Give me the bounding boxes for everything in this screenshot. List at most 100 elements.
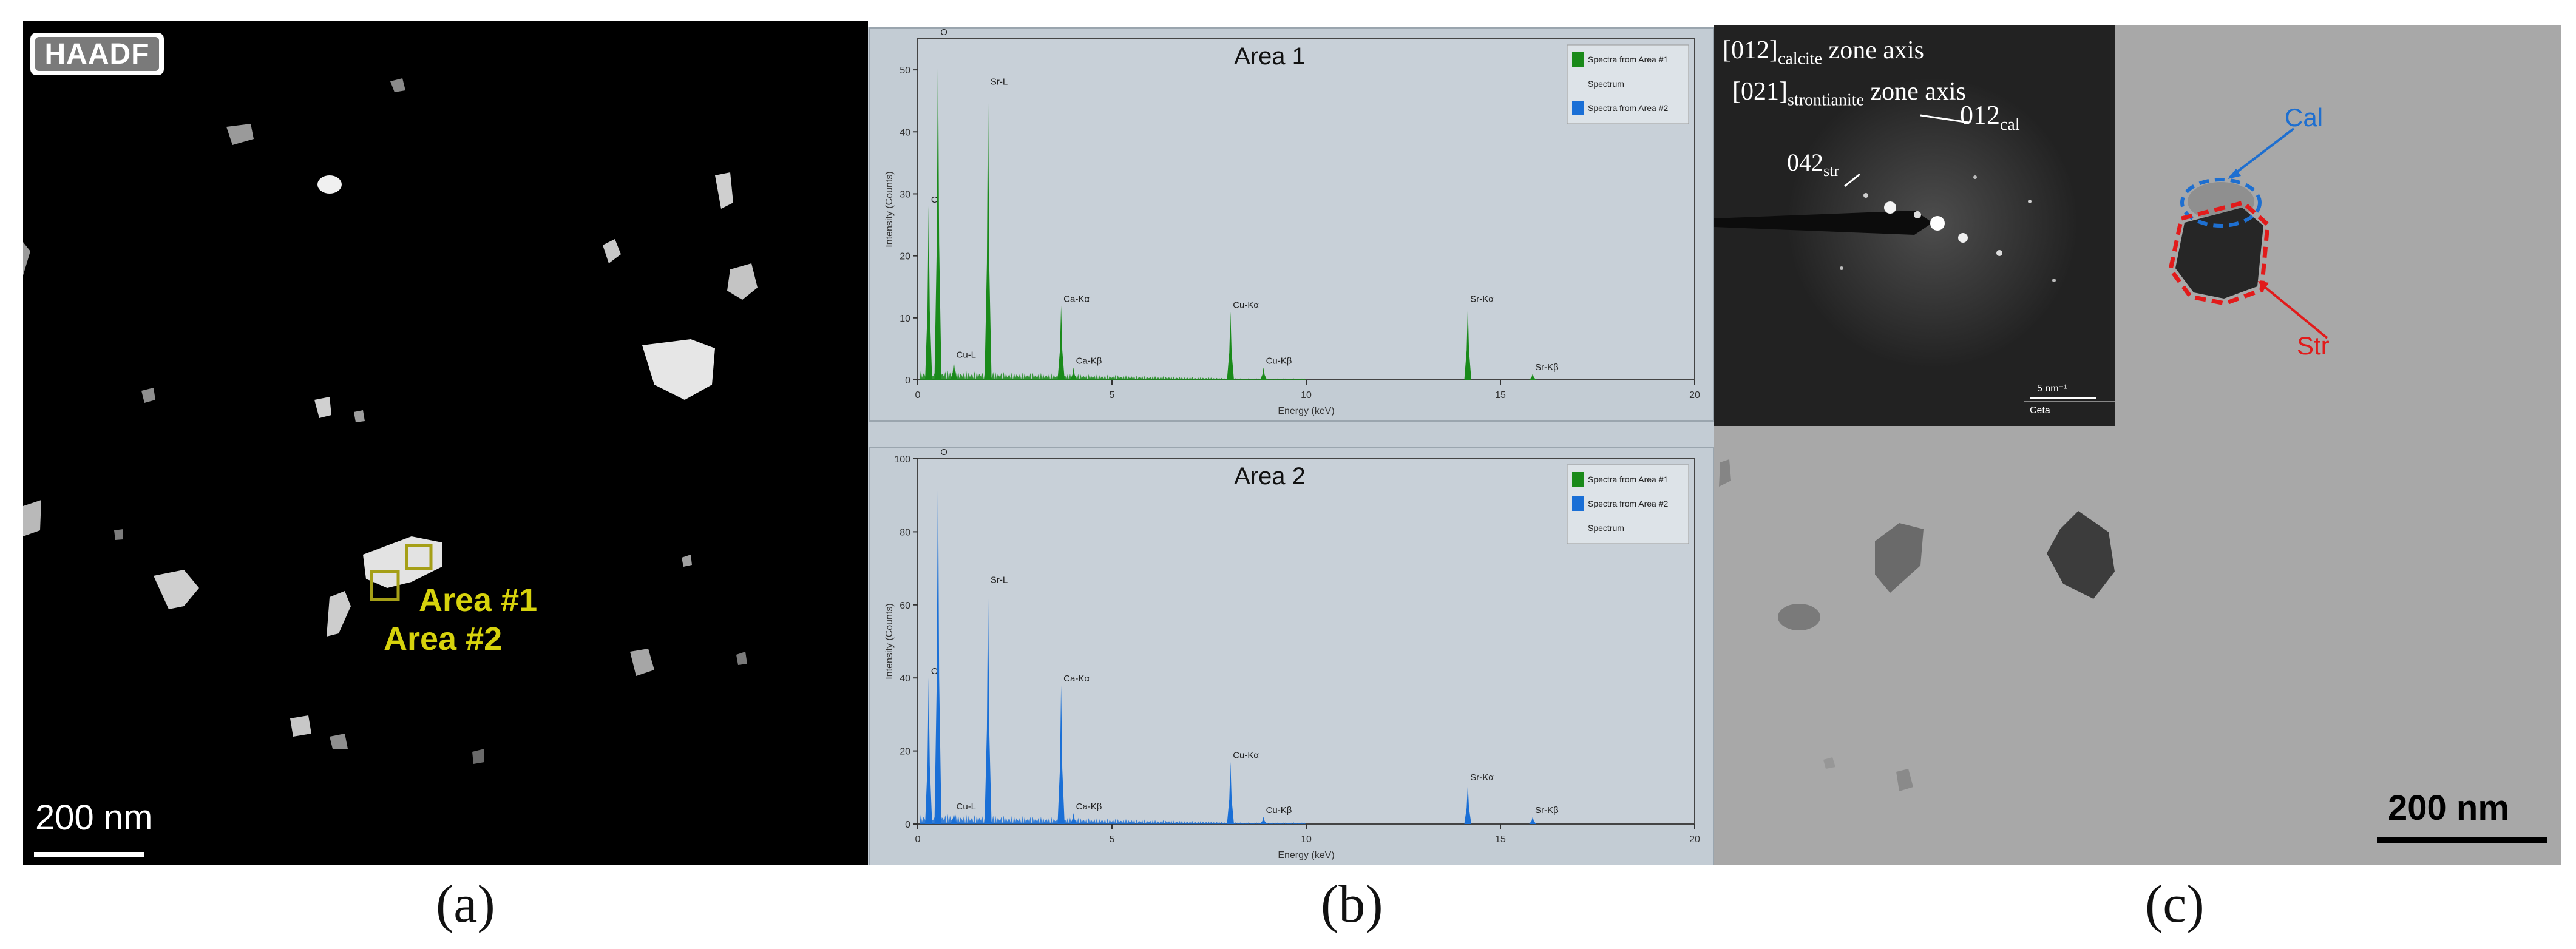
area1-label: Area #1 bbox=[419, 582, 538, 618]
peak-label: O bbox=[940, 27, 947, 38]
x-tick-label: 20 bbox=[1689, 390, 1700, 400]
str-outline bbox=[2168, 200, 2270, 306]
legend-entry: Spectra from Area #1 bbox=[1588, 474, 1669, 484]
peak-label: Sr-Kα bbox=[1470, 772, 1494, 783]
peak-label: Cu-Kα bbox=[1233, 300, 1259, 311]
x-axis-label: Energy (keV) bbox=[1278, 406, 1334, 416]
tem-image-panel: [012]calcite zone axis [021]strontianite… bbox=[1714, 25, 2561, 865]
spectrum-peak bbox=[985, 88, 992, 380]
spectrum-peak bbox=[1529, 373, 1536, 380]
haadf-badge-inner bbox=[35, 37, 159, 71]
spot-042-str: 042str bbox=[1787, 149, 1839, 180]
caption-c: (c) bbox=[2145, 875, 2205, 934]
y-tick-label: 100 bbox=[894, 454, 910, 465]
y-tick-label: 10 bbox=[900, 314, 910, 324]
y-tick-label: 0 bbox=[905, 820, 910, 830]
x-tick-label: 0 bbox=[915, 834, 921, 845]
haadf-micrograph bbox=[23, 21, 868, 865]
str-label: Str bbox=[2297, 331, 2330, 360]
spectrum-peak bbox=[1529, 816, 1536, 824]
legend-swatch bbox=[1572, 472, 1584, 487]
spectrum-peak bbox=[1057, 685, 1065, 824]
cal-label: Cal bbox=[2285, 103, 2323, 132]
legend-swatch bbox=[1572, 496, 1584, 511]
spectrum-peak bbox=[934, 39, 942, 380]
area1-box bbox=[405, 544, 433, 570]
peak-label: Sr-Kβ bbox=[1535, 362, 1559, 373]
peak-label: Cu-Kβ bbox=[1266, 805, 1292, 816]
eds-spectra-panel: 0 5 10 15 20 0 10 20 30 40 50 Energy (keV) Intensity… bbox=[868, 27, 1717, 866]
peak-label: Cu-Kβ bbox=[1266, 356, 1292, 366]
spectrum-peak bbox=[1464, 305, 1471, 380]
y-tick-label: 20 bbox=[900, 252, 910, 262]
legend-box bbox=[1567, 464, 1689, 544]
legend-entry: Spectrum bbox=[1588, 523, 1624, 533]
y-tick-label: 20 bbox=[900, 747, 910, 757]
x-tick-label: 20 bbox=[1689, 834, 1700, 845]
spectrum-peak bbox=[985, 586, 992, 824]
peak-label: Cu-Kα bbox=[1233, 751, 1259, 761]
beam-stopper bbox=[1714, 211, 1933, 235]
peak-label: C bbox=[931, 195, 938, 205]
peak-label: Cu-L bbox=[957, 802, 977, 812]
inset-brand-label: Ceta bbox=[2030, 405, 2050, 416]
peak-label: O bbox=[940, 447, 947, 458]
caption-b: (b) bbox=[1321, 875, 1383, 934]
spectrum-peak bbox=[925, 206, 932, 380]
legend-swatch bbox=[1572, 52, 1584, 67]
strontianite-particle bbox=[2175, 208, 2263, 299]
chart-title: Area 2 bbox=[1234, 463, 1306, 490]
calcite-zone-axis: [012]calcite zone axis bbox=[1723, 36, 1924, 69]
peak-label: C bbox=[931, 666, 938, 677]
peak-label: Ca-Kβ bbox=[1076, 356, 1102, 366]
peak-label: Sr-L bbox=[991, 77, 1008, 87]
spectrum-peak bbox=[950, 361, 958, 380]
particle bbox=[1823, 757, 1835, 769]
scale-bar-line bbox=[34, 852, 144, 857]
spectrum-peak bbox=[925, 678, 932, 824]
spectrum-peak bbox=[1057, 305, 1065, 380]
cal-outline bbox=[2180, 178, 2262, 228]
y-tick-label: 50 bbox=[900, 66, 910, 76]
y-axis-label: Intensity (Counts) bbox=[884, 171, 895, 247]
scale-bar-label: 200 nm bbox=[35, 798, 153, 837]
spectrum-noise bbox=[920, 370, 1306, 380]
tem-micrograph bbox=[1714, 25, 2561, 865]
spectrum-peak bbox=[1227, 311, 1234, 380]
spectrum-peak bbox=[1069, 367, 1077, 380]
particle bbox=[1778, 604, 1820, 630]
x-tick-label: 15 bbox=[1495, 390, 1506, 400]
particle bbox=[2047, 511, 2115, 599]
tem-scale-bar-label: 200 nm bbox=[2388, 788, 2509, 828]
tem-scale-bar-line bbox=[2377, 837, 2547, 843]
x-tick-label: 0 bbox=[915, 390, 921, 400]
peak-label: Sr-Kα bbox=[1470, 294, 1494, 304]
legend-entry: Spectra from Area #2 bbox=[1588, 103, 1669, 113]
peak-label: Cu-L bbox=[957, 350, 977, 360]
caption-a: (a) bbox=[436, 875, 495, 934]
str-arrow bbox=[2259, 282, 2328, 339]
legend-swatch bbox=[1572, 101, 1584, 115]
particle bbox=[1875, 523, 1924, 593]
spectrum-peak bbox=[1259, 367, 1267, 380]
cal-arrow bbox=[2229, 127, 2295, 178]
area2-label: Area #2 bbox=[384, 621, 503, 657]
plot-area bbox=[917, 458, 1695, 825]
legend-entry: Spectrum bbox=[1588, 79, 1624, 89]
particle bbox=[1719, 459, 1731, 487]
y-tick-label: 80 bbox=[900, 527, 910, 538]
legend-box bbox=[1567, 44, 1689, 124]
spectrum-peak bbox=[934, 459, 942, 824]
spectrum-noise bbox=[920, 813, 1306, 824]
y-tick-label: 40 bbox=[900, 674, 910, 684]
str-arrowhead bbox=[2258, 281, 2269, 291]
spectrum-peak bbox=[1227, 762, 1234, 824]
x-tick-label: 15 bbox=[1495, 834, 1506, 845]
haadf-badge: HAADF bbox=[44, 38, 150, 70]
saed-zone-axis-labels: [012]calcite zone axis [021]strontianite… bbox=[1723, 34, 1966, 117]
legend-entry: Spectra from Area #2 bbox=[1588, 499, 1669, 508]
x-tick-label: 5 bbox=[1110, 390, 1115, 400]
peak-label: Sr-Kβ bbox=[1535, 805, 1559, 816]
x-tick-label: 5 bbox=[1110, 834, 1115, 845]
strontianite-zone-axis: [021]strontianite zone axis bbox=[1732, 78, 1966, 110]
